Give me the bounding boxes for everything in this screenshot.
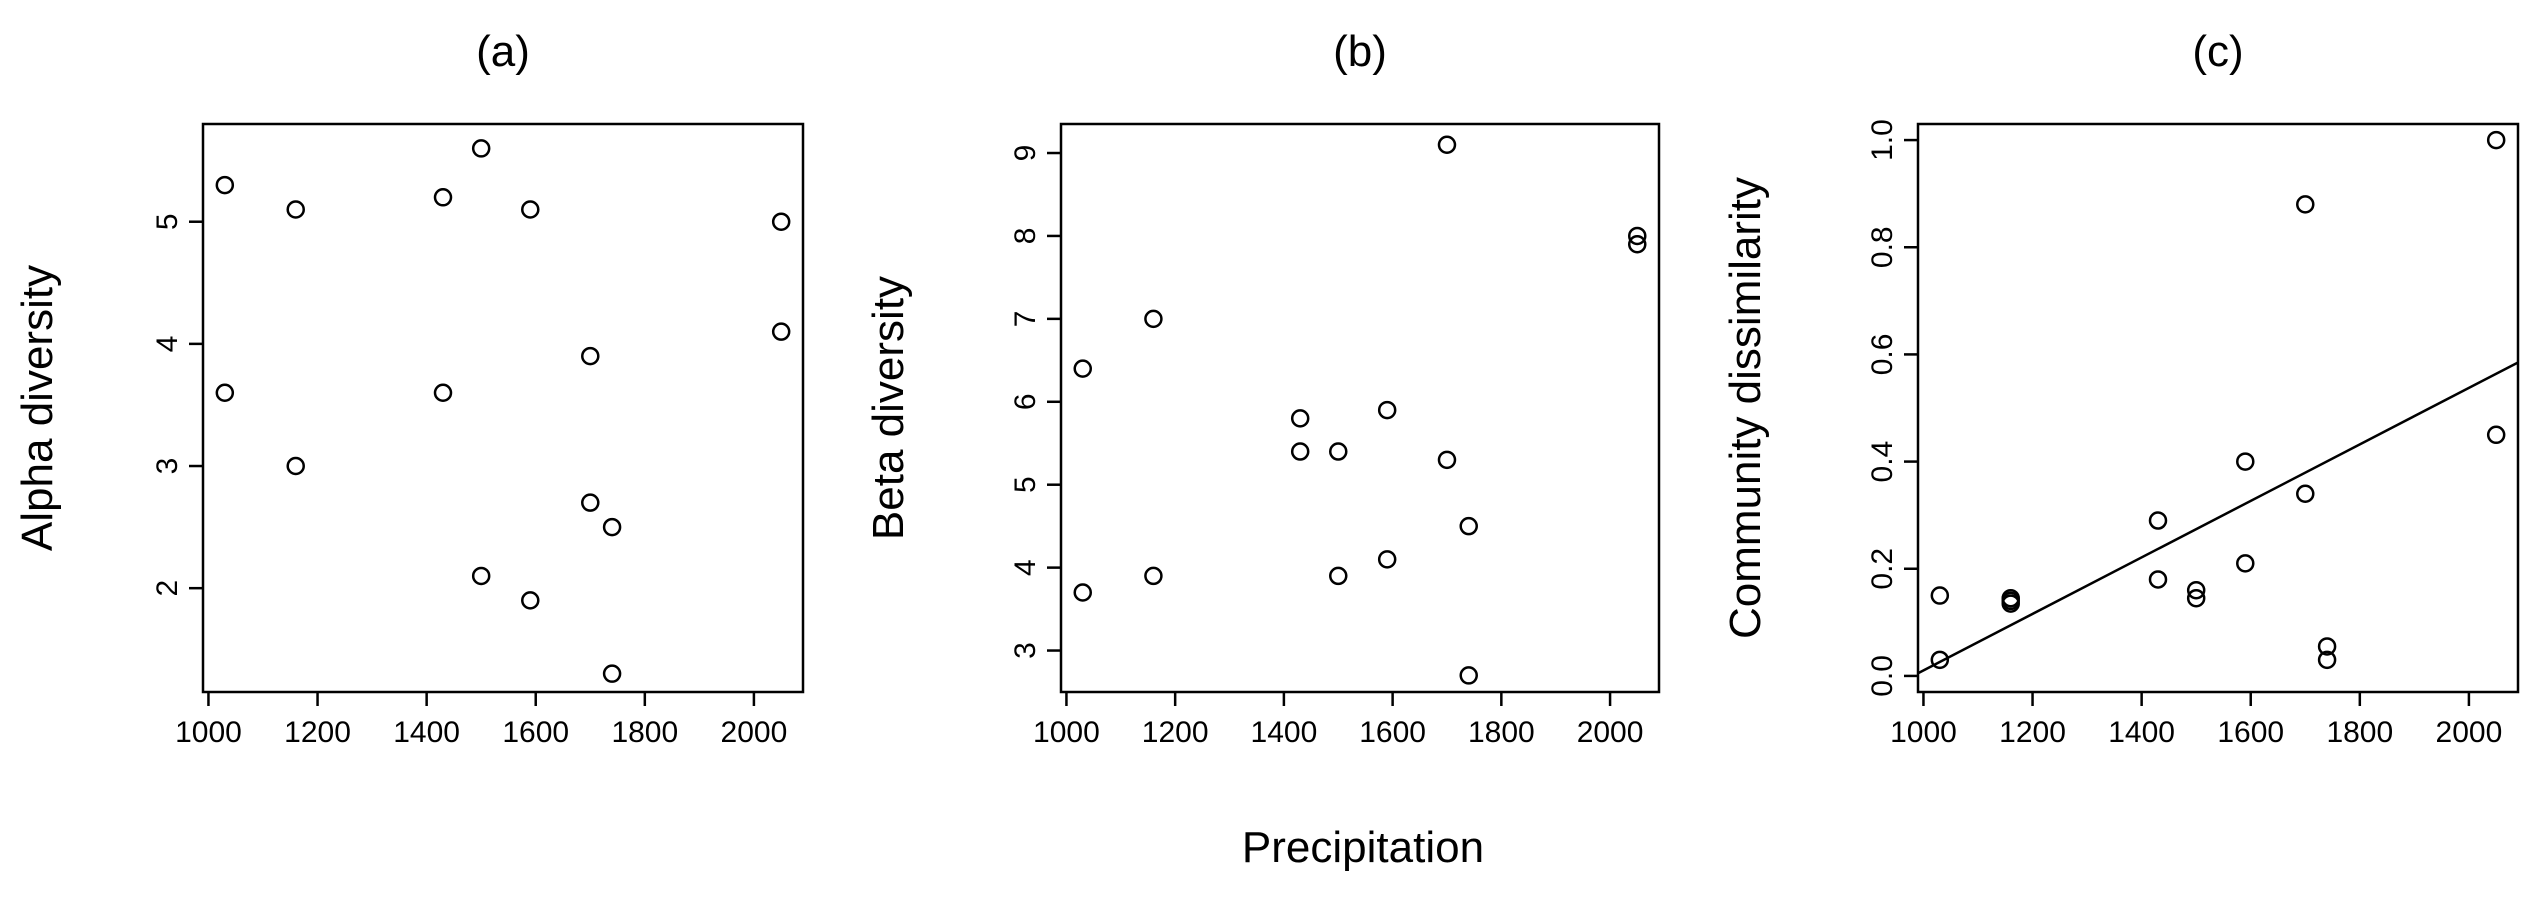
panel-title: (a): [476, 27, 530, 76]
x-tick-label: 1000: [175, 716, 242, 749]
y-axis-label: Community dissimilarity: [1721, 177, 1770, 639]
data-point: [2486, 425, 2506, 445]
panel-title: (b): [1333, 27, 1387, 76]
x-tick-label: 1800: [611, 716, 678, 749]
data-point: [471, 566, 491, 586]
x-tick-label: 1400: [393, 716, 460, 749]
regression-line: [1917, 361, 2519, 675]
data-point: [2486, 130, 2506, 150]
data-point: [2236, 452, 2255, 471]
data-point: [1073, 359, 1092, 378]
data-point: [1628, 226, 1647, 246]
y-tick-label: 4: [151, 336, 184, 353]
y-tick-label: 5: [1009, 476, 1042, 493]
y-tick-label: 9: [1009, 145, 1042, 162]
y-tick-label: 8: [1009, 228, 1042, 245]
data-point: [2236, 554, 2255, 573]
data-point: [1144, 309, 1163, 329]
data-point: [521, 200, 540, 219]
data-point: [286, 456, 305, 476]
panel-title: (c): [2192, 27, 2243, 76]
data-point: [1459, 516, 1478, 536]
y-tick-label: 6: [1009, 393, 1042, 410]
x-tick-label: 2000: [721, 716, 788, 749]
y-tick-label: 0.8: [1866, 226, 1899, 268]
data-point: [2186, 580, 2206, 600]
data-point: [1930, 586, 1950, 605]
data-point: [581, 493, 600, 512]
x-tick-label: 1400: [2108, 716, 2175, 749]
data-point: [1459, 666, 1478, 685]
data-point: [1290, 442, 1310, 461]
y-tick-label: 2: [151, 580, 184, 597]
x-tick-label: 1600: [1359, 716, 1426, 749]
x-tick-label: 1800: [2326, 716, 2393, 749]
data-point: [771, 212, 791, 231]
plot-frame: [1059, 122, 1661, 694]
panel-2: (b) Beta diversity 1000 1200 1400 1600 1800 200…: [864, 27, 1661, 749]
data-point: [1930, 650, 1950, 670]
data-point: [215, 175, 235, 195]
data-point: [471, 139, 491, 158]
common-x-axis-label: Precipitation: [1242, 823, 1484, 872]
x-tick-label: 1800: [1468, 716, 1535, 749]
data-point: [433, 383, 453, 402]
y-tick-label: 1.0: [1866, 119, 1899, 161]
data-point: [1437, 135, 1457, 154]
x-tick-label: 1400: [1251, 716, 1318, 749]
y-tick-label: 3: [151, 458, 184, 475]
x-tick-label: 1200: [1999, 716, 2066, 749]
y-tick-label: 0.4: [1866, 441, 1899, 483]
x-tick-label: 2000: [1577, 716, 1644, 749]
data-point: [2296, 484, 2315, 503]
data-point: [1073, 583, 1092, 602]
data-point: [1290, 409, 1310, 428]
data-point: [2317, 637, 2337, 656]
y-axis-label: Alpha diversity: [13, 265, 62, 551]
y-tick-label: 7: [1009, 311, 1042, 328]
data-point: [215, 383, 235, 402]
y-tick-label: 4: [1009, 559, 1042, 576]
panel-3: (c) Community dissimilarity 1000 1200 1400 16…: [1721, 27, 2520, 749]
data-point: [2148, 511, 2168, 530]
y-tick-label: 3: [1009, 642, 1042, 659]
data-point: [1144, 566, 1163, 586]
data-point: [1437, 450, 1457, 470]
data-point: [771, 322, 791, 341]
x-tick-label: 1200: [284, 716, 351, 749]
data-point: [433, 188, 453, 207]
y-tick-label: 0.0: [1866, 655, 1899, 697]
x-tick-label: 1600: [502, 716, 569, 749]
data-point: [521, 591, 540, 610]
panel-1: (a) Alpha diversity 1000 1200 1400 1600 1800 20…: [13, 27, 805, 749]
data-point: [286, 200, 305, 219]
y-tick-label: 5: [151, 213, 184, 230]
x-tick-label: 1000: [1890, 716, 1957, 749]
plot-frame: [201, 122, 805, 694]
x-tick-label: 2000: [2436, 716, 2503, 749]
x-tick-label: 1000: [1033, 716, 1100, 749]
data-point: [1377, 550, 1397, 569]
data-point: [1329, 442, 1348, 461]
data-point: [581, 346, 600, 366]
plot-frame: [1916, 122, 2520, 694]
y-axis-label: Beta diversity: [864, 276, 913, 540]
y-tick-label: 0.6: [1866, 334, 1899, 376]
x-tick-label: 1200: [1142, 716, 1209, 749]
data-point: [2296, 195, 2315, 214]
data-point: [2317, 650, 2337, 670]
data-point: [2148, 570, 2168, 589]
data-point: [1377, 400, 1397, 420]
data-point: [2001, 594, 2020, 613]
data-point: [602, 664, 622, 683]
data-point: [1628, 234, 1647, 254]
x-tick-label: 1600: [2217, 716, 2284, 749]
y-tick-label: 0.2: [1866, 548, 1899, 590]
data-point: [2186, 588, 2206, 608]
data-point: [602, 517, 622, 537]
data-point: [1329, 566, 1348, 586]
